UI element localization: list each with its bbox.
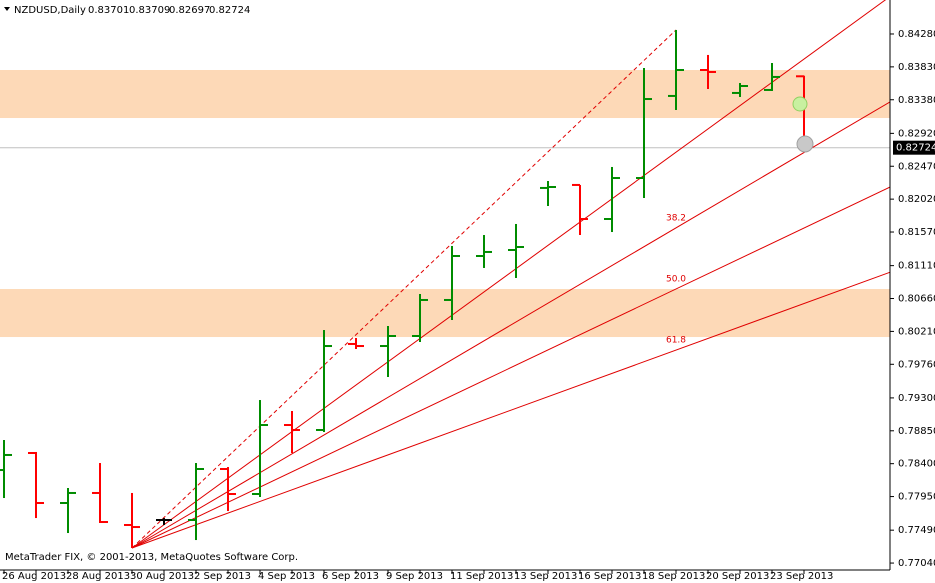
x-tick-label: 26 Aug 2013 [2,571,66,582]
header-open: 0.83701 [88,5,129,16]
ohlc-bar [572,183,588,236]
x-tick-label: 11 Sep 2013 [450,571,513,582]
x-tick-label: 4 Sep 2013 [258,571,315,582]
x-tick-label: 18 Sep 2013 [642,571,705,582]
copyright: MetaTrader FIX, © 2001-2013, MetaQuotes … [5,552,298,563]
price-box-label: 0.82724 [896,143,935,154]
fan-line [131,0,887,549]
ohlc-bar [380,325,396,378]
fan-line [131,186,890,549]
x-tick-label: 28 Aug 2013 [66,571,130,582]
x-tick-label: 9 Sep 2013 [386,571,443,582]
ohlc-bar [316,330,332,433]
ohlc-bar [220,467,236,512]
ohlc-bar [28,451,44,519]
x-tick-label: 2 Sep 2013 [194,571,251,582]
fan-line [131,29,677,549]
ohlc-bar [412,293,428,342]
zone [0,289,890,338]
ohlc-bar [92,463,108,524]
marker [792,96,808,112]
header-close: 0.82724 [209,5,250,16]
fibo-fan: 38.2 50.0 61.8 [131,0,890,549]
ohlc-bar [188,463,204,541]
fan-level-label: 50.0 [666,274,686,284]
ohlc-bar [732,83,748,97]
chart-title: NZDUSD,Daily [14,5,86,16]
x-tick-label: 20 Sep 2013 [706,571,769,582]
x-tick-label: 16 Sep 2013 [578,571,641,582]
ohlc-bar [348,337,364,350]
x-tick-label: 30 Aug 2013 [130,571,194,582]
header-low: 0.82697 [169,5,210,16]
ohlc-bar [0,439,12,499]
ohlc-bar [60,488,76,534]
zones [0,70,890,338]
fan-level-label: 61.8 [666,336,686,346]
ohlc-bar [604,166,620,233]
ohlc-bar [700,54,716,90]
fan-level-label: 38.2 [666,213,686,223]
x-tick-label: 13 Sep 2013 [514,571,577,582]
ohlc-bar [284,410,300,454]
ohlc-bar [668,29,684,110]
ohlc-bar [508,223,524,278]
fan-line [131,101,890,549]
ohlc-bar [156,518,172,525]
marker [796,135,814,153]
price-box [893,140,935,155]
ohlc-bar [764,62,780,91]
menu-icon [4,7,10,11]
x-tick-label: 23 Sep 2013 [770,571,833,582]
ohlc-bar [252,400,268,497]
ohlc-bar [540,181,556,207]
zone [0,70,890,119]
ohlc-bar [444,245,460,321]
ohlc-bar [476,235,492,268]
bars [0,29,812,549]
ohlc-bar [124,492,140,549]
x-tick-label: 6 Sep 2013 [322,571,379,582]
ohlc-bar [636,67,652,198]
header-high: 0.83709 [129,5,170,16]
fan-line [131,271,890,549]
